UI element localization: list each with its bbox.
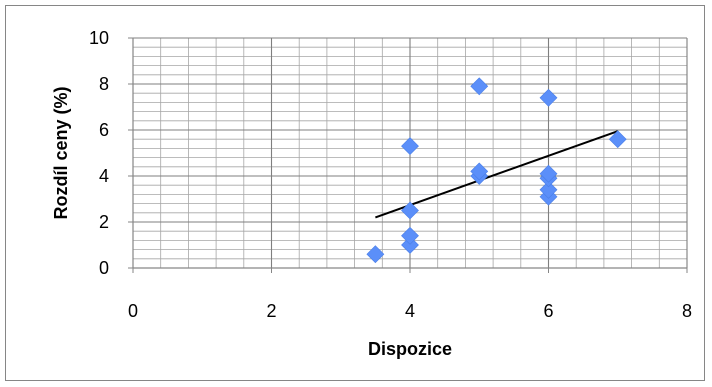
trendline [375,130,619,219]
y-axis-title: Rozdíl ceny (%) [51,86,71,219]
data-point-diamond [539,180,558,199]
data-point-diamond [539,164,558,183]
data-point-diamond [401,201,419,220]
y-tick-label: 0 [99,258,109,278]
y-tick-label: 2 [99,212,109,232]
tick-labels: 0 2 4 6 8 0 2 4 6 8 10 [89,28,692,321]
data-point-diamond [608,130,627,149]
data-points [366,77,627,264]
x-tick-label: 0 [128,301,138,321]
data-point-diamond [401,137,419,156]
x-tick-label: 8 [682,301,692,321]
data-point-diamond [401,236,419,254]
trendline-layer [375,130,619,219]
data-point-diamond [470,162,489,181]
x-tick-label: 6 [543,301,553,321]
x-axis-title: Dispozice [368,339,452,359]
major-gridlines [133,37,688,268]
data-point-diamond [401,226,419,245]
x-tick-label: 2 [266,301,276,321]
data-point-diamond [366,245,385,264]
y-tick-label: 10 [89,28,109,48]
data-point-diamond [539,88,558,107]
x-tick-label: 4 [405,301,415,321]
y-tick-label: 8 [99,74,109,94]
data-point-diamond [470,77,489,96]
y-tick-label: 4 [99,166,109,186]
y-tick-label: 6 [99,120,109,140]
chart-axes [128,37,688,273]
